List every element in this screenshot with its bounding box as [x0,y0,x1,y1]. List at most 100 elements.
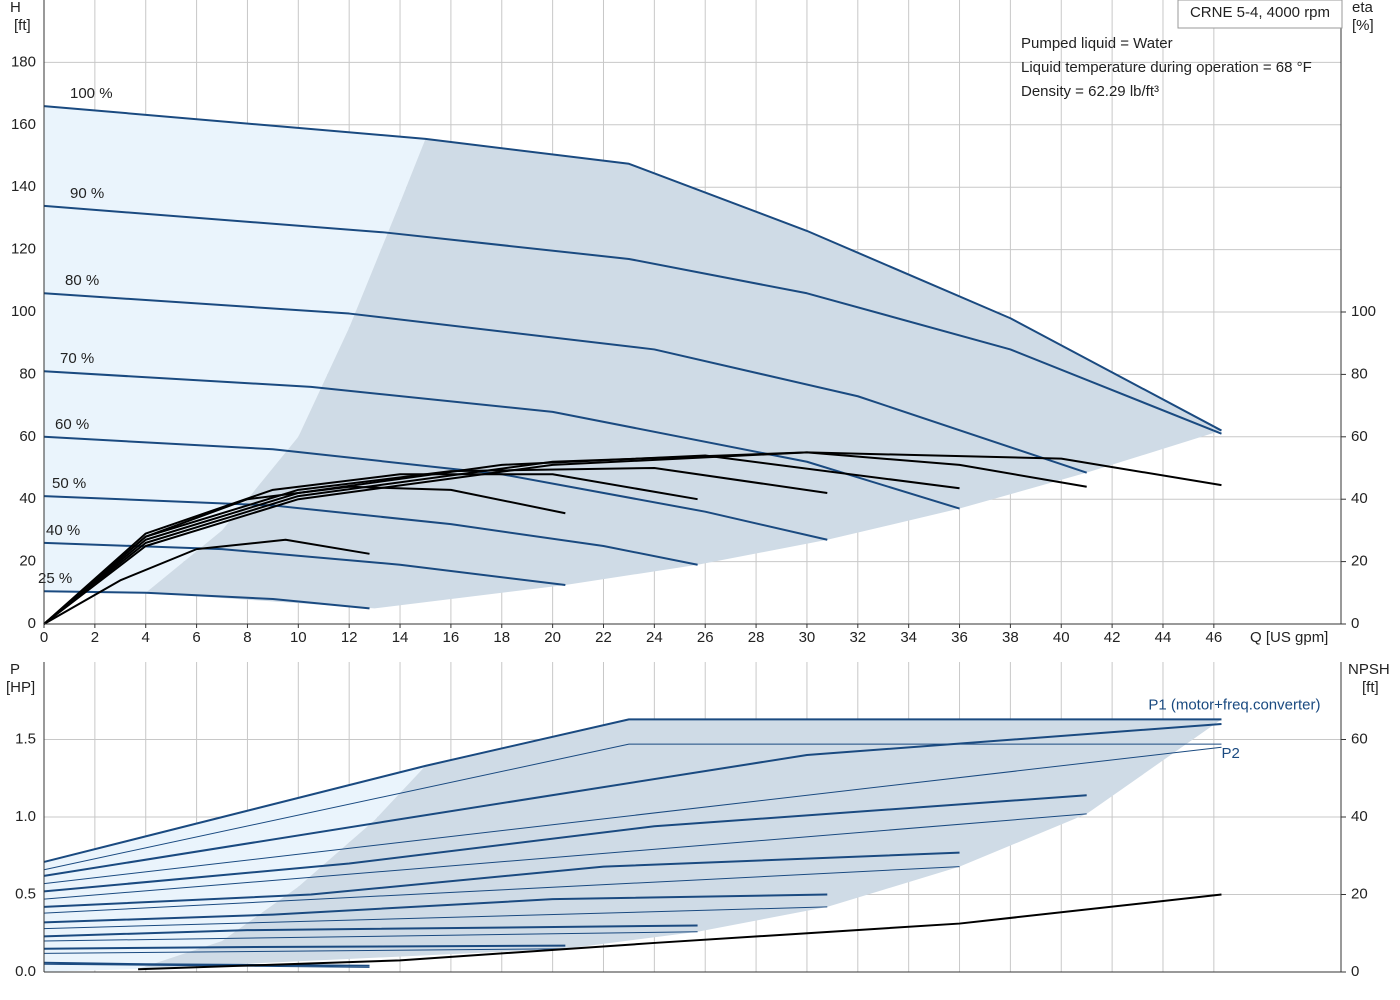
curve [43,292,1088,474]
operating-area [44,765,426,972]
x-tick-label: 8 [243,629,251,646]
x-tick-label: 14 [392,629,409,646]
x-tick-label: 28 [748,629,765,646]
eta-curve [43,538,370,625]
y-tick-label: 100 [11,303,36,320]
y2-tick-label: 0 [1351,615,1359,632]
curve [43,718,1222,863]
y2-unit: [ft] [1362,679,1379,696]
x-tick-label: 46 [1205,629,1222,646]
curve [43,866,960,914]
curve [43,906,828,930]
y-tick-label: 0.5 [15,885,36,902]
y-tick-label: 80 [19,365,36,382]
x-tick-label: 6 [192,629,200,646]
curve [43,723,1222,877]
series-label: P1 (motor+freq.converter) [1148,696,1320,713]
curve [43,893,828,924]
note: Pumped liquid = Water [1021,35,1173,52]
y-tick-label: 0.0 [15,963,36,980]
x-tick-label: 24 [646,629,663,646]
y-label: H [10,0,21,16]
series-label: P2 [1221,745,1239,762]
curve [43,746,1222,885]
curve [43,370,960,510]
eta-curve [43,485,566,625]
y2-tick-label: 60 [1351,428,1368,445]
title-box [1177,0,1343,29]
eta-curve [43,451,1222,625]
eta-curve [138,893,1222,971]
eta-curve [43,473,698,625]
y2-tick-label: 100 [1351,303,1376,320]
x-tick-label: 42 [1104,629,1121,646]
x-tick-label: 12 [341,629,358,646]
curve [43,813,1087,900]
curve [43,105,1222,432]
y2-unit: [%] [1352,17,1374,34]
x-tick-label: 2 [91,629,99,646]
y-tick-label: 1.0 [15,808,36,825]
x-tick-label: 38 [1002,629,1019,646]
operating-area [145,138,1222,609]
x-tick-label: 10 [290,629,307,646]
chart-title: CRNE 5-4, 4000 rpm [1190,4,1330,21]
y2-tick-label: 20 [1351,885,1368,902]
x-tick-label: 30 [799,629,816,646]
y-unit: [HP] [6,679,35,696]
x-tick-label: 22 [595,629,612,646]
y-tick-label: 1.5 [15,730,36,747]
x-tick-label: 18 [493,629,510,646]
y2-tick-label: 80 [1351,365,1368,382]
y-tick-label: 0 [28,615,36,632]
x-tick-label: 36 [951,629,968,646]
curve [43,924,698,938]
y2-tick-label: 40 [1351,808,1368,825]
x-tick-label: 40 [1053,629,1070,646]
y-tick-label: 120 [11,241,36,258]
curve [43,590,370,610]
y-tick-label: 20 [19,553,36,570]
y-tick-label: 140 [11,178,36,195]
y2-tick-label: 20 [1351,553,1368,570]
y-tick-label: 60 [19,428,36,445]
curve [43,495,698,566]
curve [43,204,1222,435]
x-tick-label: 16 [443,629,460,646]
y-unit: [ft] [14,17,31,34]
y-label: P [10,661,20,678]
series-label: 60 % [55,416,89,433]
x-tick-label: 4 [142,629,150,646]
curve [43,944,566,950]
curve [43,961,370,967]
x-tick-label: 20 [544,629,561,646]
x-tick-label: 44 [1155,629,1172,646]
x-tick-label: 32 [849,629,866,646]
curve [43,743,1222,871]
y2-label: NPSH [1348,661,1390,678]
series-label: 70 % [60,350,94,367]
y2-label: eta [1352,0,1374,16]
curve [43,948,566,954]
series-label: 100 % [70,85,113,102]
x-label: Q [US gpm] [1250,629,1328,646]
note: Liquid temperature during operation = 68… [1021,59,1312,76]
series-label: 40 % [46,522,80,539]
y2-tick-label: 40 [1351,490,1368,507]
series-label: 80 % [65,272,99,289]
curve [43,851,960,908]
curve [43,931,698,942]
y-tick-label: 160 [11,116,36,133]
series-label: 90 % [70,185,104,202]
series-label: 50 % [52,475,86,492]
y2-tick-label: 60 [1351,730,1368,747]
note: Density = 62.29 lb/ft³ [1021,83,1159,100]
y2-tick-label: 0 [1351,963,1359,980]
y-tick-label: 40 [19,490,36,507]
eta-curve [43,454,960,625]
x-tick-label: 26 [697,629,714,646]
curve [43,963,370,968]
series-label: 25 % [38,570,72,587]
x-tick-label: 34 [900,629,917,646]
